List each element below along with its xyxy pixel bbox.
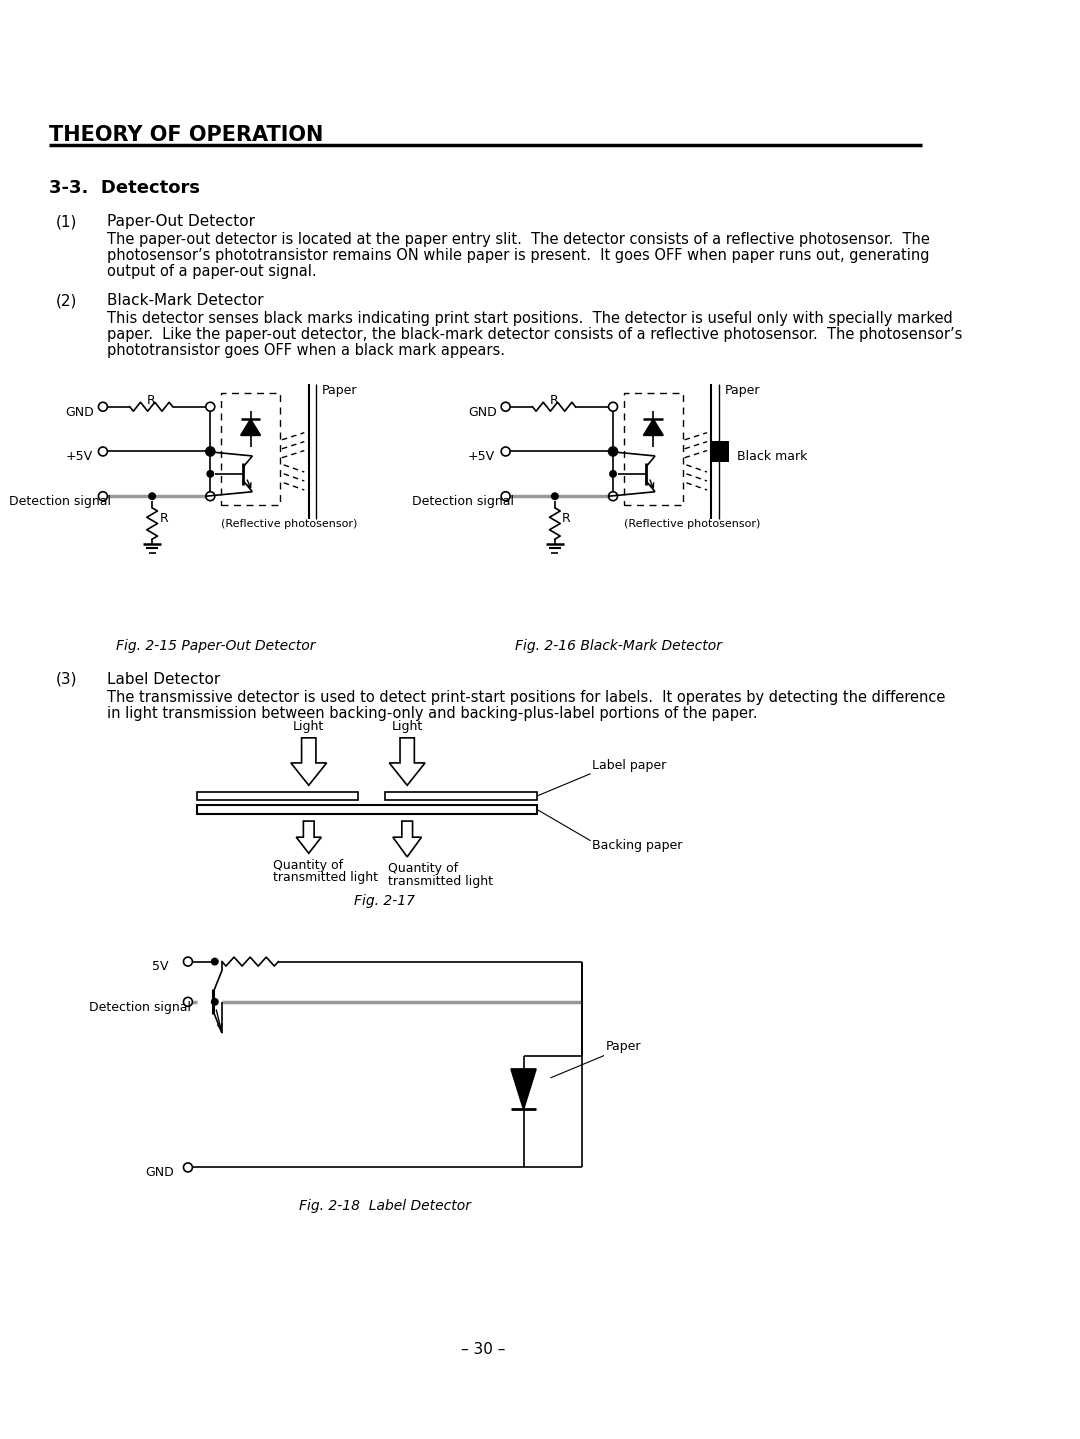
Text: +5V: +5V — [65, 450, 93, 463]
Text: R: R — [147, 394, 156, 407]
Text: The paper-out detector is located at the paper entry slit.  The detector consist: The paper-out detector is located at the… — [107, 232, 930, 248]
Polygon shape — [644, 419, 663, 436]
Text: GND: GND — [145, 1166, 174, 1180]
Text: – 30 –: – 30 – — [461, 1343, 505, 1357]
Bar — [712, 440, 729, 462]
Text: (Reflective photosensor): (Reflective photosensor) — [624, 518, 760, 528]
Circle shape — [212, 999, 218, 1004]
Text: Light: Light — [293, 721, 324, 734]
Text: The transmissive detector is used to detect print-start positions for labels.  I: The transmissive detector is used to det… — [107, 689, 946, 705]
Text: (1): (1) — [55, 214, 77, 229]
Text: transmitted light: transmitted light — [273, 871, 378, 884]
Text: Detection signal: Detection signal — [90, 1000, 191, 1013]
Text: R: R — [159, 512, 168, 525]
Circle shape — [610, 449, 617, 455]
Circle shape — [212, 958, 218, 964]
Text: Paper: Paper — [606, 1040, 642, 1053]
Text: Light: Light — [392, 721, 422, 734]
Text: output of a paper-out signal.: output of a paper-out signal. — [107, 265, 318, 279]
Polygon shape — [241, 419, 260, 436]
Text: (Reflective photosensor): (Reflective photosensor) — [221, 518, 357, 528]
Circle shape — [207, 449, 214, 455]
Text: This detector senses black marks indicating print start positions.  The detector: This detector senses black marks indicat… — [107, 311, 954, 327]
Text: Fig. 2-16 Black-Mark Detector: Fig. 2-16 Black-Mark Detector — [514, 639, 721, 653]
Text: (3): (3) — [55, 672, 77, 686]
Text: GND: GND — [468, 406, 497, 419]
Text: Detection signal: Detection signal — [411, 495, 514, 508]
Bar — [221, 393, 280, 505]
Polygon shape — [291, 738, 326, 786]
Text: 3-3.  Detectors: 3-3. Detectors — [50, 178, 200, 197]
Text: in light transmission between backing-only and backing-plus-label portions of th: in light transmission between backing-on… — [107, 705, 758, 721]
Text: GND: GND — [65, 406, 94, 419]
Text: paper.  Like the paper-out detector, the black-mark detector consists of a refle: paper. Like the paper-out detector, the … — [107, 327, 962, 342]
Polygon shape — [296, 822, 321, 853]
Text: Detection signal: Detection signal — [9, 495, 111, 508]
Polygon shape — [511, 1069, 536, 1109]
Text: +5V: +5V — [468, 450, 495, 463]
Text: Quantity of: Quantity of — [273, 859, 343, 872]
Text: photosensor’s phototransistor remains ON while paper is present.  It goes OFF wh: photosensor’s phototransistor remains ON… — [107, 249, 930, 263]
Circle shape — [552, 494, 558, 499]
Text: THEORY OF OPERATION: THEORY OF OPERATION — [50, 125, 324, 145]
Text: (2): (2) — [55, 294, 77, 308]
Text: Black-Mark Detector: Black-Mark Detector — [107, 294, 264, 308]
Bar — [197, 791, 357, 800]
Circle shape — [610, 471, 617, 476]
Text: Fig. 2-17: Fig. 2-17 — [354, 895, 416, 908]
Text: R: R — [550, 394, 558, 407]
Text: Label Detector: Label Detector — [107, 672, 220, 686]
Bar — [384, 791, 537, 800]
Bar — [624, 393, 683, 505]
Text: Paper-Out Detector: Paper-Out Detector — [107, 214, 255, 229]
Text: Label paper: Label paper — [593, 758, 666, 771]
Text: Backing paper: Backing paper — [593, 839, 683, 852]
Circle shape — [207, 471, 214, 476]
Text: Fig. 2-18  Label Detector: Fig. 2-18 Label Detector — [299, 1199, 471, 1213]
Text: Black mark: Black mark — [737, 450, 807, 463]
Polygon shape — [393, 822, 421, 856]
Text: Paper: Paper — [725, 384, 760, 397]
Bar — [197, 804, 537, 814]
Text: transmitted light: transmitted light — [388, 875, 492, 888]
Circle shape — [149, 494, 156, 499]
Text: R: R — [562, 512, 570, 525]
Text: phototransistor goes OFF when a black mark appears.: phototransistor goes OFF when a black ma… — [107, 342, 505, 358]
Text: 5V: 5V — [152, 960, 168, 973]
Text: Quantity of: Quantity of — [388, 862, 458, 875]
Text: Fig. 2-15 Paper-Out Detector: Fig. 2-15 Paper-Out Detector — [117, 639, 315, 653]
Text: Paper: Paper — [322, 384, 357, 397]
Polygon shape — [389, 738, 426, 786]
